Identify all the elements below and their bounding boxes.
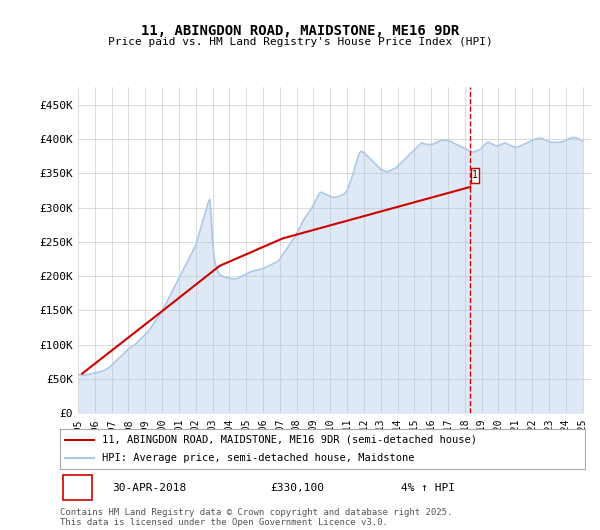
Text: 30-APR-2018: 30-APR-2018 — [113, 483, 187, 492]
FancyBboxPatch shape — [62, 475, 91, 500]
FancyBboxPatch shape — [471, 167, 479, 183]
Text: 4% ↑ HPI: 4% ↑ HPI — [401, 483, 455, 492]
Text: This data is licensed under the Open Government Licence v3.0.: This data is licensed under the Open Gov… — [60, 518, 388, 527]
Text: Contains HM Land Registry data © Crown copyright and database right 2025.: Contains HM Land Registry data © Crown c… — [60, 508, 452, 517]
Text: £330,100: £330,100 — [270, 483, 324, 492]
Text: 1: 1 — [74, 483, 80, 492]
Text: Price paid vs. HM Land Registry's House Price Index (HPI): Price paid vs. HM Land Registry's House … — [107, 37, 493, 47]
Text: 11, ABINGDON ROAD, MAIDSTONE, ME16 9DR (semi-detached house): 11, ABINGDON ROAD, MAIDSTONE, ME16 9DR (… — [102, 435, 477, 445]
Text: HPI: Average price, semi-detached house, Maidstone: HPI: Average price, semi-detached house,… — [102, 453, 415, 463]
Text: 1: 1 — [472, 170, 478, 180]
Text: 11, ABINGDON ROAD, MAIDSTONE, ME16 9DR: 11, ABINGDON ROAD, MAIDSTONE, ME16 9DR — [141, 24, 459, 38]
